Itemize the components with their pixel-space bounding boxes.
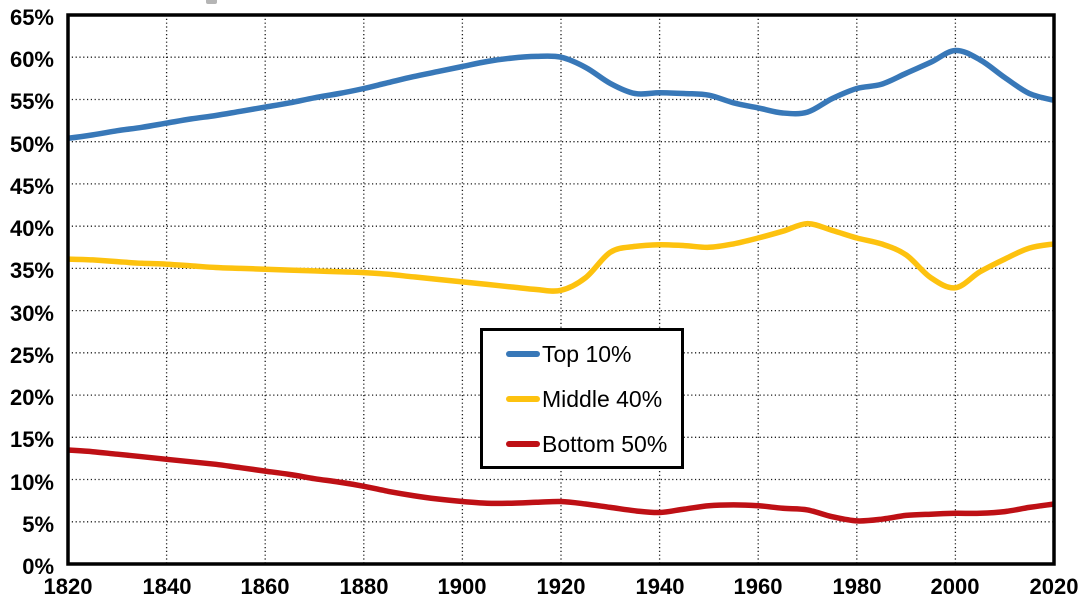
y-tick-label: 30% [9,301,54,326]
y-tick-label: 20% [9,385,54,410]
series-line-middle-40 [68,220,1054,294]
legend-item-top-10: Top 10% [483,342,681,366]
cropped-title-artifact [206,0,217,4]
series-line-top-10 [68,47,1054,142]
y-tick-label: 60% [9,47,54,72]
y-tick-label: 0% [22,554,54,579]
x-tick-label: 1920 [536,574,586,599]
x-tick-label: 1980 [832,574,882,599]
series-line-bottom-50 [68,447,1054,524]
y-tick-label: 40% [9,216,54,241]
x-tick-label: 1900 [437,574,487,599]
y-tick-label: 50% [9,132,54,157]
plot-border [66,13,1056,566]
x-tick-label: 2000 [930,574,980,599]
legend-item-middle-40: Middle 40% [483,387,681,411]
x-tick-label: 1960 [733,574,783,599]
legend: Top 10% Middle 40% Bottom 50% [480,328,684,469]
x-tick-label: 1940 [635,574,685,599]
x-tick-label: 1860 [240,574,290,599]
x-tick-label: 1880 [339,574,389,599]
legend-label: Middle 40% [542,385,663,412]
legend-item-bottom-50: Bottom 50% [483,432,681,456]
y-tick-label: 65% [9,5,54,30]
x-tick-label: 2020 [1029,574,1079,599]
y-tick-label: 55% [9,89,54,114]
legend-line-swatch-bottom-50 [506,440,540,447]
legend-line-swatch-top-10 [506,350,540,357]
legend-label: Bottom 50% [542,430,668,457]
x-tick-label: 1820 [43,574,93,599]
y-tick-label: 35% [9,258,54,283]
y-tick-label: 15% [9,427,54,452]
x-tick-label: 1840 [142,574,192,599]
legend-label: Top 10% [542,340,632,367]
y-tick-label: 45% [9,174,54,199]
legend-line-swatch-middle-40 [506,395,540,402]
y-tick-label: 5% [22,512,54,537]
y-tick-label: 10% [9,470,54,495]
y-tick-label: 25% [9,343,54,368]
